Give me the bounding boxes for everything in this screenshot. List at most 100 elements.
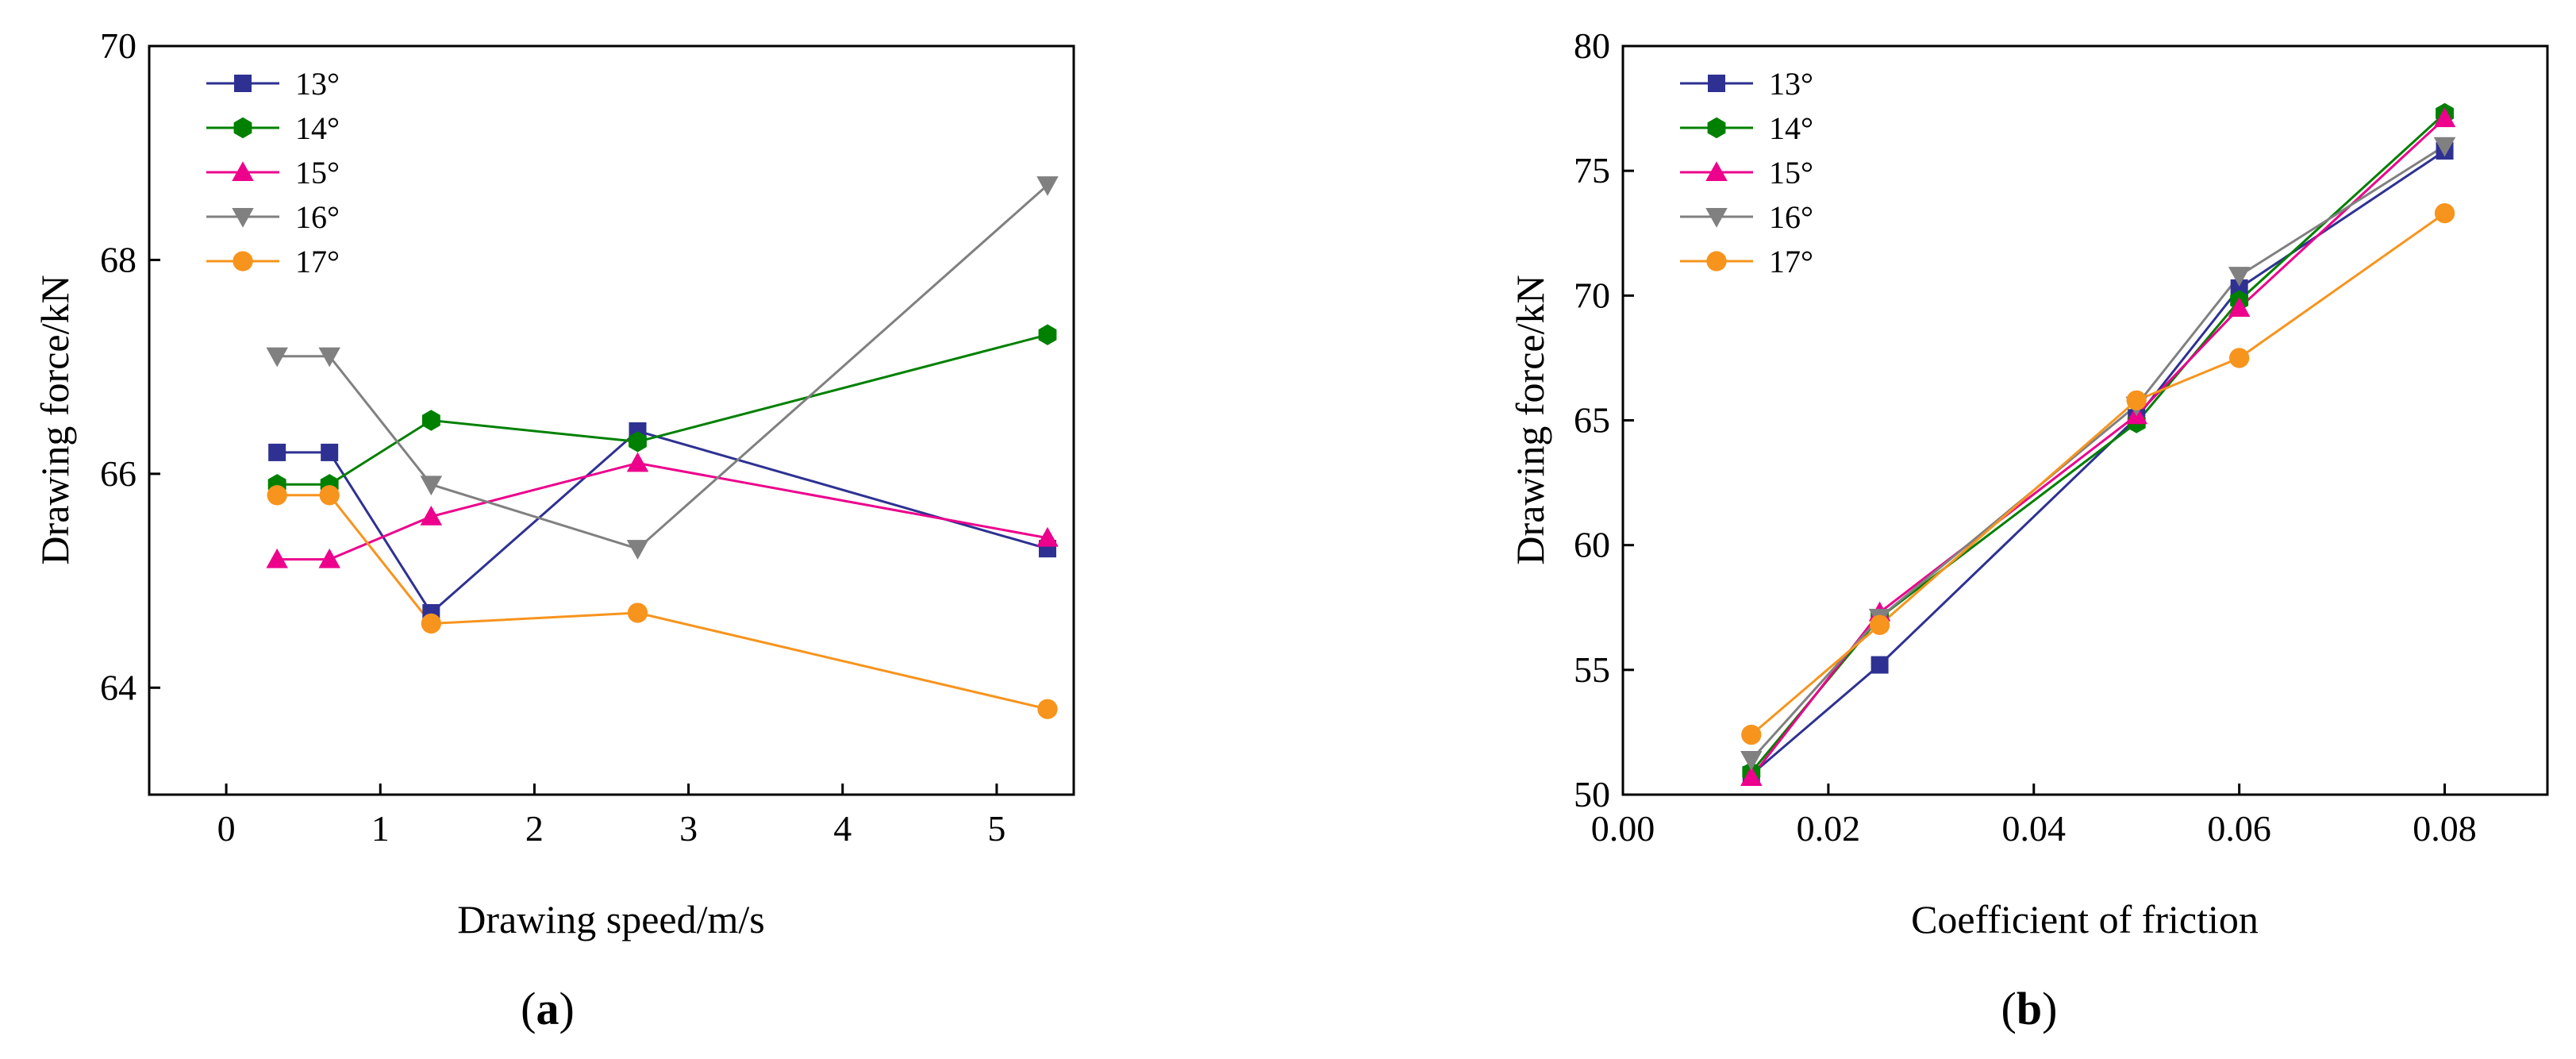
y-tick-label: 65 [1574,400,1610,441]
x-tick-label: 0 [217,808,236,849]
x-tick-label: 3 [679,808,698,849]
ticks-a: 0 1 2 3 4 5 64 66 68 70 [100,25,1005,849]
data-point [2229,348,2250,368]
x-tick-label: 0.08 [2413,808,2477,849]
data-point [626,540,649,560]
x-tick-label: 2 [525,808,544,849]
y-tick-label: 80 [1574,25,1610,66]
x-tick-label: 0.02 [1797,808,1861,849]
panel-label-a: (a) [521,983,575,1034]
legend-label: 17° [295,244,340,279]
legend-a: 13° 14° 15° 16° 17° [206,66,340,279]
data-point [1741,724,1762,745]
data-point [2434,202,2455,224]
data-point [1740,766,1763,786]
data-point [2228,297,2251,318]
series-markers-a [266,176,1059,719]
legend-b: 13° 14° 15° 16° 17° [1680,66,1813,279]
series-line [277,333,1048,486]
legend-label: 15° [295,155,340,191]
data-point [2228,267,2251,287]
y-tick-label: 55 [1574,649,1610,690]
data-point [319,485,340,506]
data-point [1036,526,1059,547]
legend-marker [1705,208,1728,228]
y-axis-label-b: Drawing force/kN [1508,275,1552,564]
series-lines-a [277,183,1048,710]
legend-marker [232,161,254,181]
data-point [629,431,647,452]
ticks-b: 0.00 0.02 0.04 0.06 0.08 50 55 60 65 70 75 80 [1574,25,2477,849]
x-tick-label: 0.04 [2002,808,2067,849]
data-point [627,603,648,623]
data-point [420,476,443,496]
data-point [421,410,440,431]
legend-marker [234,75,252,92]
series-line [277,183,1048,550]
y-tick-label: 66 [100,453,136,494]
panel-label-b: (b) [2001,983,2058,1034]
y-tick-label: 64 [100,667,136,707]
data-point [318,548,340,568]
data-point [420,505,443,526]
data-point [266,548,288,568]
legend-marker [233,251,253,271]
data-point [266,347,288,368]
data-point [1036,176,1059,196]
legend-label: 14° [295,110,340,146]
legend-label: 16° [1769,199,1813,235]
series-markers-b [1740,102,2456,786]
data-point [2433,107,2456,128]
data-point [1037,699,1058,719]
data-point [321,443,339,461]
y-tick-label: 70 [100,25,136,66]
legend-label: 13° [295,66,340,102]
x-tick-label: 1 [371,808,390,849]
series-line [277,429,1048,615]
legend-marker [1705,161,1728,181]
x-tick-label: 4 [833,808,852,849]
legend-label: 13° [1769,66,1813,102]
data-point [1869,614,1890,635]
legend-label: 16° [295,199,340,235]
x-axis-label-a: Drawing speed/m/s [457,897,764,942]
series-line [1750,149,2446,776]
data-point [626,452,649,472]
data-point [1870,656,1889,674]
data-point [318,347,340,368]
legend-marker [1706,251,1727,271]
plot-frame-a [148,44,1075,796]
legend-label: 14° [1769,110,1813,146]
legend-marker [1707,117,1726,139]
legend-label: 15° [1769,155,1813,191]
y-tick-label: 70 [1574,275,1610,315]
legend-marker [233,117,252,139]
chart-panel-a: 0 1 2 3 4 5 64 66 68 70 13° 14° 15° 16° 17° Drawing s… [33,25,1075,1034]
data-point [268,443,286,461]
data-point [2433,137,2456,157]
x-axis-label-b: Coefficient of friction [1911,897,2259,942]
legend-marker [232,208,254,228]
data-point [2230,279,2248,297]
legend-label: 17° [1769,244,1813,279]
data-point [2126,390,2147,411]
series-line [1750,117,2446,778]
data-point [267,485,287,506]
data-point [1740,750,1763,771]
x-tick-label: 0.06 [2207,808,2271,849]
series-line [1750,212,2446,736]
x-tick-label: 5 [987,808,1005,849]
y-tick-label: 50 [1574,774,1610,814]
data-point [421,613,441,634]
chart-panel-b: 0.00 0.02 0.04 0.06 0.08 50 55 60 65 70 75 80 13° 14… [1508,25,2549,1034]
series-line [277,461,1048,561]
x-tick-label: 0.00 [1591,808,1655,849]
y-tick-label: 60 [1574,525,1610,565]
data-point [1038,324,1057,345]
y-tick-label: 68 [100,239,136,279]
series-lines-b [1750,112,2446,778]
legend-marker [1708,75,1725,92]
y-axis-label-a: Drawing force/kN [33,275,77,564]
y-tick-label: 75 [1574,150,1610,191]
